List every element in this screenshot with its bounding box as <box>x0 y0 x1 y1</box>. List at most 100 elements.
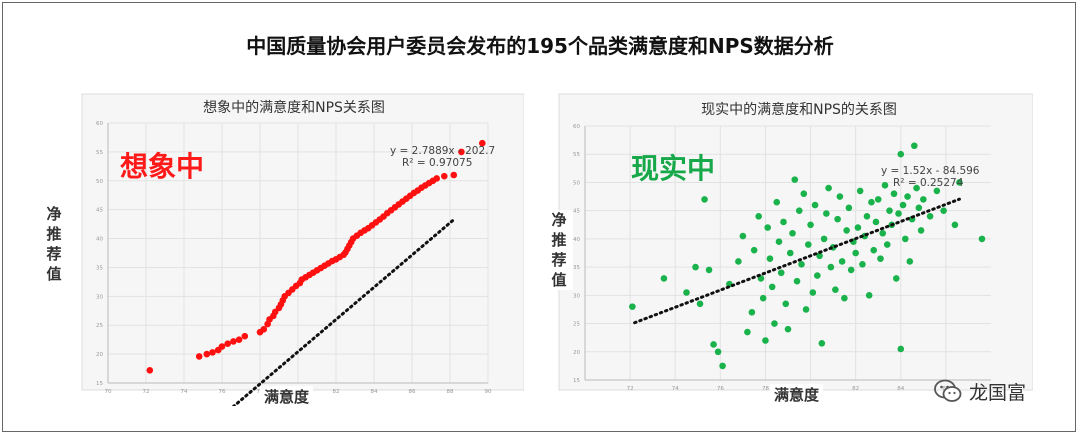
data-point <box>771 320 778 327</box>
x-tick-label: 88 <box>447 389 454 395</box>
data-point <box>235 336 243 343</box>
data-point <box>759 294 767 302</box>
data-point <box>811 201 819 209</box>
data-point <box>764 224 771 231</box>
data-point <box>836 193 844 200</box>
y-tick-label: 35 <box>573 265 580 271</box>
data-point <box>782 300 790 308</box>
data-point <box>906 258 914 265</box>
data-point <box>791 176 799 183</box>
overlay-label: 现实中 <box>631 152 715 185</box>
data-point <box>845 204 853 212</box>
x-tick-label: 84 <box>371 389 378 395</box>
data-point <box>755 213 762 220</box>
data-point <box>710 341 717 348</box>
data-point <box>735 258 742 265</box>
data-point <box>933 187 941 195</box>
data-point <box>895 210 902 217</box>
data-point <box>926 213 934 220</box>
data-point <box>800 190 808 198</box>
x-tick-label: 78 <box>762 386 769 392</box>
data-point <box>683 289 690 296</box>
data-point <box>775 238 783 246</box>
data-point <box>890 190 898 198</box>
trendline <box>633 197 961 325</box>
right-x-axis-label: 满意度 <box>770 384 824 405</box>
data-point <box>260 325 268 333</box>
data-point <box>195 353 203 360</box>
data-point <box>209 349 216 356</box>
page-title: 中国质量协会用户委员会发布的195个品类满意度和NPS数据分析 <box>246 34 834 58</box>
data-point <box>218 343 226 350</box>
data-point <box>899 201 907 209</box>
data-point <box>834 215 841 223</box>
reality-scatter-chart: 152025303540455055607274767880828486现实中的… <box>558 93 1033 392</box>
x-tick-label: 90 <box>485 389 492 395</box>
data-point <box>874 196 882 203</box>
x-tick-label: 82 <box>852 386 859 392</box>
data-point <box>825 184 832 192</box>
data-point <box>773 198 781 206</box>
left-x-axis-label: 满意度 <box>260 386 314 407</box>
data-point <box>241 332 249 340</box>
data-point <box>479 139 486 147</box>
data-point <box>852 249 859 257</box>
data-point <box>859 260 866 268</box>
data-point <box>877 255 884 262</box>
data-point <box>795 207 803 214</box>
y-tick-label: 30 <box>96 294 103 300</box>
y-tick-label: 45 <box>573 209 580 215</box>
y-tick-label: 20 <box>573 350 580 356</box>
data-point <box>832 286 839 293</box>
data-point <box>915 204 923 212</box>
chart-background <box>558 93 1033 391</box>
data-point <box>818 340 826 347</box>
y-tick-label: 40 <box>573 237 580 243</box>
watermark-label: 龙国富 <box>969 381 1027 404</box>
data-point <box>714 348 722 356</box>
data-point <box>820 235 828 243</box>
data-point <box>886 207 893 214</box>
data-point <box>940 207 947 214</box>
data-point <box>696 300 704 308</box>
trendline-equation: y = 1.52x - 84.596 <box>881 165 980 177</box>
x-tick-label: 72 <box>627 386 634 392</box>
data-point <box>847 266 855 274</box>
data-point <box>951 221 959 229</box>
data-point <box>748 308 756 316</box>
trendline-equation: y = 2.7889x - 202.7 <box>390 145 495 157</box>
y-tick-label: 50 <box>96 179 103 185</box>
data-point <box>892 275 900 282</box>
data-point <box>766 255 774 262</box>
overlay-label: 想象中 <box>120 150 204 183</box>
data-point <box>956 179 963 186</box>
data-point <box>768 283 776 291</box>
x-tick-label: 82 <box>333 389 340 395</box>
data-point <box>809 289 817 296</box>
imagined-scatter-chart: 1520253035404550556070727476788082848688… <box>81 93 524 406</box>
data-point <box>911 142 918 150</box>
data-point <box>865 292 873 299</box>
data-point <box>807 221 814 229</box>
data-point <box>854 224 862 231</box>
data-point <box>789 229 796 237</box>
y-tick-label: 40 <box>96 237 103 243</box>
chart-title: 想象中的满意度和NPS关系图 <box>203 99 385 116</box>
data-point <box>750 246 758 254</box>
data-point <box>793 277 801 285</box>
data-point <box>784 325 792 333</box>
data-point <box>701 196 708 203</box>
x-tick-label: 76 <box>717 386 724 392</box>
data-point <box>901 235 909 243</box>
data-point <box>777 269 785 277</box>
y-tick-label: 15 <box>573 378 580 384</box>
data-point <box>146 366 154 374</box>
wechat-watermark: 龙国富 <box>933 378 1026 404</box>
data-point <box>814 272 821 279</box>
chart-title: 现实中的满意度和NPS的关系图 <box>701 101 897 118</box>
right-chart-panel: 152025303540455055607274767880828486现实中的… <box>545 92 1033 406</box>
data-point <box>780 218 787 226</box>
data-point <box>433 175 441 182</box>
y-tick-label: 50 <box>573 180 580 186</box>
data-point <box>913 184 920 192</box>
